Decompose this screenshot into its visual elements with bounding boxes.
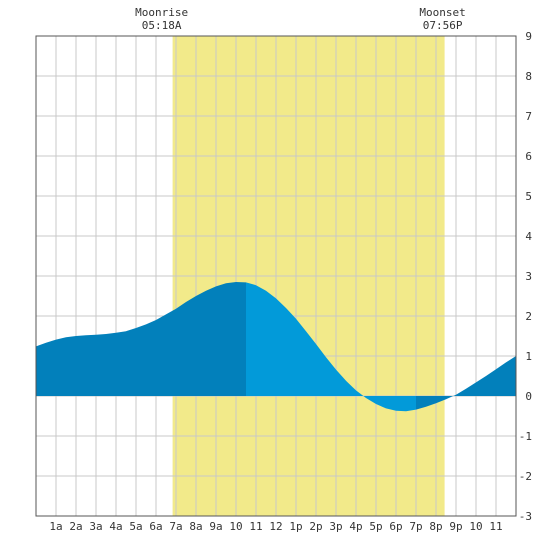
x-tick-label: 10 bbox=[229, 520, 242, 533]
x-tick-label: 6a bbox=[149, 520, 162, 533]
x-tick-label: 5a bbox=[129, 520, 142, 533]
x-tick-label: 4a bbox=[109, 520, 122, 533]
tide-area-falling bbox=[246, 282, 416, 412]
x-tick-label: 7a bbox=[169, 520, 182, 533]
tide-area-before-high bbox=[36, 282, 246, 396]
plot-frame bbox=[35, 35, 517, 517]
y-tick-label: 2 bbox=[525, 310, 532, 323]
x-tick-label: 3p bbox=[329, 520, 342, 533]
y-tick-label: -1 bbox=[519, 430, 532, 443]
x-tick-label: 11 bbox=[489, 520, 502, 533]
y-tick-label: 7 bbox=[525, 110, 532, 123]
x-tick-label: 10 bbox=[469, 520, 482, 533]
x-tick-label: 7p bbox=[409, 520, 422, 533]
y-tick-label: -2 bbox=[519, 470, 532, 483]
moonset-time: 07:56P bbox=[423, 19, 463, 32]
x-tick-label: 1a bbox=[49, 520, 62, 533]
y-tick-label: 0 bbox=[525, 390, 532, 403]
tide-area-layer bbox=[36, 282, 516, 412]
y-tick-label: 3 bbox=[525, 270, 532, 283]
grid-layer bbox=[35, 35, 517, 517]
x-tick-label: 2a bbox=[69, 520, 82, 533]
tide-area-rising bbox=[416, 356, 516, 410]
y-tick-label: 1 bbox=[525, 350, 532, 363]
y-tick-label: 8 bbox=[525, 70, 532, 83]
x-tick-label: 8a bbox=[189, 520, 202, 533]
y-tick-label: 4 bbox=[525, 230, 532, 243]
y-tick-label: 6 bbox=[525, 150, 532, 163]
x-tick-label: 1p bbox=[289, 520, 302, 533]
x-tick-label: 11 bbox=[249, 520, 262, 533]
y-tick-label: 9 bbox=[525, 30, 532, 43]
x-tick-label: 6p bbox=[389, 520, 402, 533]
moonset-label: Moonset bbox=[419, 6, 465, 19]
y-tick-label: -3 bbox=[519, 510, 532, 523]
x-tick-label: 2p bbox=[309, 520, 322, 533]
x-tick-label: 9a bbox=[209, 520, 222, 533]
moonrise-label: Moonrise bbox=[135, 6, 188, 19]
y-tick-label: 5 bbox=[525, 190, 532, 203]
x-tick-label: 3a bbox=[89, 520, 102, 533]
x-tick-label: 5p bbox=[369, 520, 382, 533]
x-tick-label: 4p bbox=[349, 520, 362, 533]
x-tick-label: 9p bbox=[449, 520, 462, 533]
x-tick-label: 12 bbox=[269, 520, 282, 533]
moonrise-time: 05:18A bbox=[142, 19, 182, 32]
x-tick-label: 8p bbox=[429, 520, 442, 533]
